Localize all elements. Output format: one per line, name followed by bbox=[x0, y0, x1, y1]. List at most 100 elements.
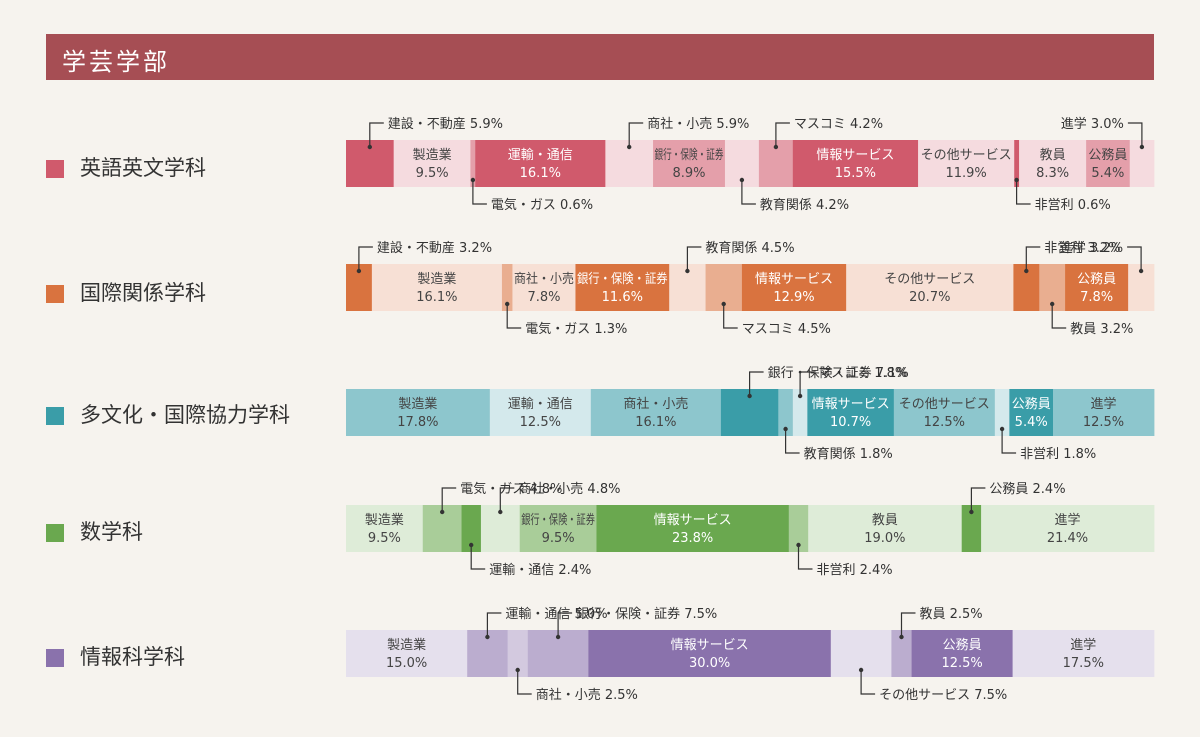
segment-value: 30.0% bbox=[689, 656, 730, 671]
leader-dot bbox=[1139, 144, 1145, 150]
leader-dot bbox=[773, 144, 779, 150]
segment-value: 12.5% bbox=[520, 415, 561, 430]
segment-value: 7.8% bbox=[527, 290, 560, 305]
segment-callout: 教育関係 4.5% bbox=[705, 240, 794, 256]
bar-segment bbox=[778, 389, 794, 436]
segment-label: 銀行・保険・証券 bbox=[655, 147, 724, 163]
segment-label: 商社・小売 bbox=[623, 396, 688, 412]
segment-label: 運輸・通信 bbox=[508, 148, 573, 163]
bar-segment bbox=[788, 505, 809, 552]
leader-dot bbox=[367, 144, 372, 150]
bar-segment bbox=[918, 140, 1015, 187]
leader-dot bbox=[470, 177, 476, 183]
bar-segment bbox=[1053, 389, 1155, 436]
segment-value: 9.5% bbox=[542, 531, 575, 546]
segment-label: 教員 bbox=[872, 512, 898, 528]
leader-dot bbox=[747, 393, 752, 399]
segment-label: 情報サービス bbox=[755, 272, 833, 287]
leader-dot bbox=[796, 542, 801, 548]
segment-value: 12.9% bbox=[773, 290, 814, 305]
dept-name: 英語英文学科 bbox=[80, 156, 206, 180]
leader-dot bbox=[627, 144, 632, 150]
leader-dot bbox=[999, 426, 1005, 432]
segment-label: 公務員 bbox=[1012, 397, 1051, 412]
segment-value: 23.8% bbox=[672, 531, 713, 546]
segment-callout: 非営利 1.8% bbox=[1020, 447, 1096, 462]
segment-label: その他サービス bbox=[921, 148, 1012, 163]
segment-value: 17.5% bbox=[1063, 656, 1104, 671]
leader-line bbox=[900, 612, 916, 637]
leader-line bbox=[1127, 246, 1142, 271]
leader-dot bbox=[1138, 268, 1144, 274]
bar-segment bbox=[346, 505, 424, 552]
segment-callout: マスコミ 4.5% bbox=[742, 322, 831, 337]
segment-callout: マスコミ 4.2% bbox=[794, 117, 883, 132]
segment-value: 16.1% bbox=[635, 415, 676, 430]
bar-segment bbox=[588, 630, 832, 677]
segment-value: 8.3% bbox=[1036, 166, 1069, 181]
segment-label: 運輸・通信 bbox=[508, 397, 573, 412]
dept-color-square bbox=[46, 160, 64, 178]
leader-dot bbox=[505, 301, 510, 307]
segment-callout: 銀行・保険・証券 7.5% bbox=[576, 606, 717, 622]
leader-line bbox=[1001, 429, 1017, 454]
leader-line bbox=[741, 180, 756, 205]
bar-segment bbox=[575, 264, 670, 311]
leader-line bbox=[860, 670, 876, 695]
segment-value: 16.1% bbox=[520, 166, 561, 181]
segment-value: 9.5% bbox=[416, 166, 449, 181]
segment-value: 15.0% bbox=[386, 656, 427, 671]
segment-callout: 進学 3.2% bbox=[1060, 240, 1123, 256]
segment-label: 情報サービス bbox=[671, 638, 749, 653]
segment-label: その他サービス bbox=[899, 397, 990, 412]
dept-name: 多文化・国際協力学科 bbox=[80, 403, 290, 427]
bar-segment bbox=[846, 264, 1014, 311]
segment-callout: 建設・不動産 5.9% bbox=[388, 116, 503, 132]
segment-callout: 非営利 0.6% bbox=[1035, 198, 1111, 213]
segment-label: 製造業 bbox=[413, 147, 452, 163]
segment-callout: 商社・小売 2.5% bbox=[536, 687, 638, 703]
segment-label: 商社・小売 bbox=[514, 271, 574, 287]
segment-value: 5.4% bbox=[1015, 415, 1048, 430]
segment-callout: 電気・ガス 0.6% bbox=[491, 197, 593, 213]
bar-segment bbox=[501, 264, 513, 311]
leader-line bbox=[369, 122, 384, 147]
segment-value: 12.5% bbox=[941, 656, 982, 671]
leader-dot bbox=[685, 268, 690, 274]
segment-value: 11.9% bbox=[945, 166, 986, 181]
bar-segment bbox=[489, 389, 592, 436]
segment-value: 5.4% bbox=[1091, 166, 1124, 181]
leader-line bbox=[628, 122, 644, 147]
bar-segment bbox=[741, 264, 847, 311]
bar-segment bbox=[981, 505, 1155, 552]
bar-segment bbox=[792, 389, 808, 436]
bar-segment bbox=[1019, 140, 1087, 187]
leader-line bbox=[799, 371, 815, 396]
leader-dot bbox=[1014, 177, 1019, 183]
segment-callout: 建設・不動産 3.2% bbox=[377, 240, 492, 256]
dept-color-square bbox=[46, 649, 64, 667]
segment-label: 情報サービス bbox=[816, 148, 894, 163]
segment-callout: 進学 3.0% bbox=[1061, 116, 1124, 132]
leader-dot bbox=[515, 667, 520, 673]
leader-line bbox=[775, 122, 790, 147]
leader-line bbox=[970, 487, 986, 512]
leader-dot bbox=[498, 509, 503, 515]
leader-line bbox=[472, 180, 487, 205]
leader-line bbox=[785, 429, 800, 454]
segment-label: 情報サービス bbox=[654, 513, 732, 528]
leader-dot bbox=[440, 509, 445, 515]
leader-dot bbox=[555, 634, 561, 640]
segment-value: 19.0% bbox=[864, 531, 905, 546]
bar-segment bbox=[393, 140, 471, 187]
leader-line bbox=[517, 670, 532, 695]
bar-segment bbox=[519, 505, 597, 552]
segment-value: 20.7% bbox=[909, 290, 950, 305]
bar-segment bbox=[596, 505, 790, 552]
bar-segment bbox=[371, 264, 503, 311]
segment-value: 12.5% bbox=[924, 415, 965, 430]
leader-line bbox=[1127, 122, 1143, 147]
segment-callout: 教員 3.2% bbox=[1070, 321, 1133, 337]
segment-callout: 運輸・通信 2.4% bbox=[489, 563, 591, 578]
